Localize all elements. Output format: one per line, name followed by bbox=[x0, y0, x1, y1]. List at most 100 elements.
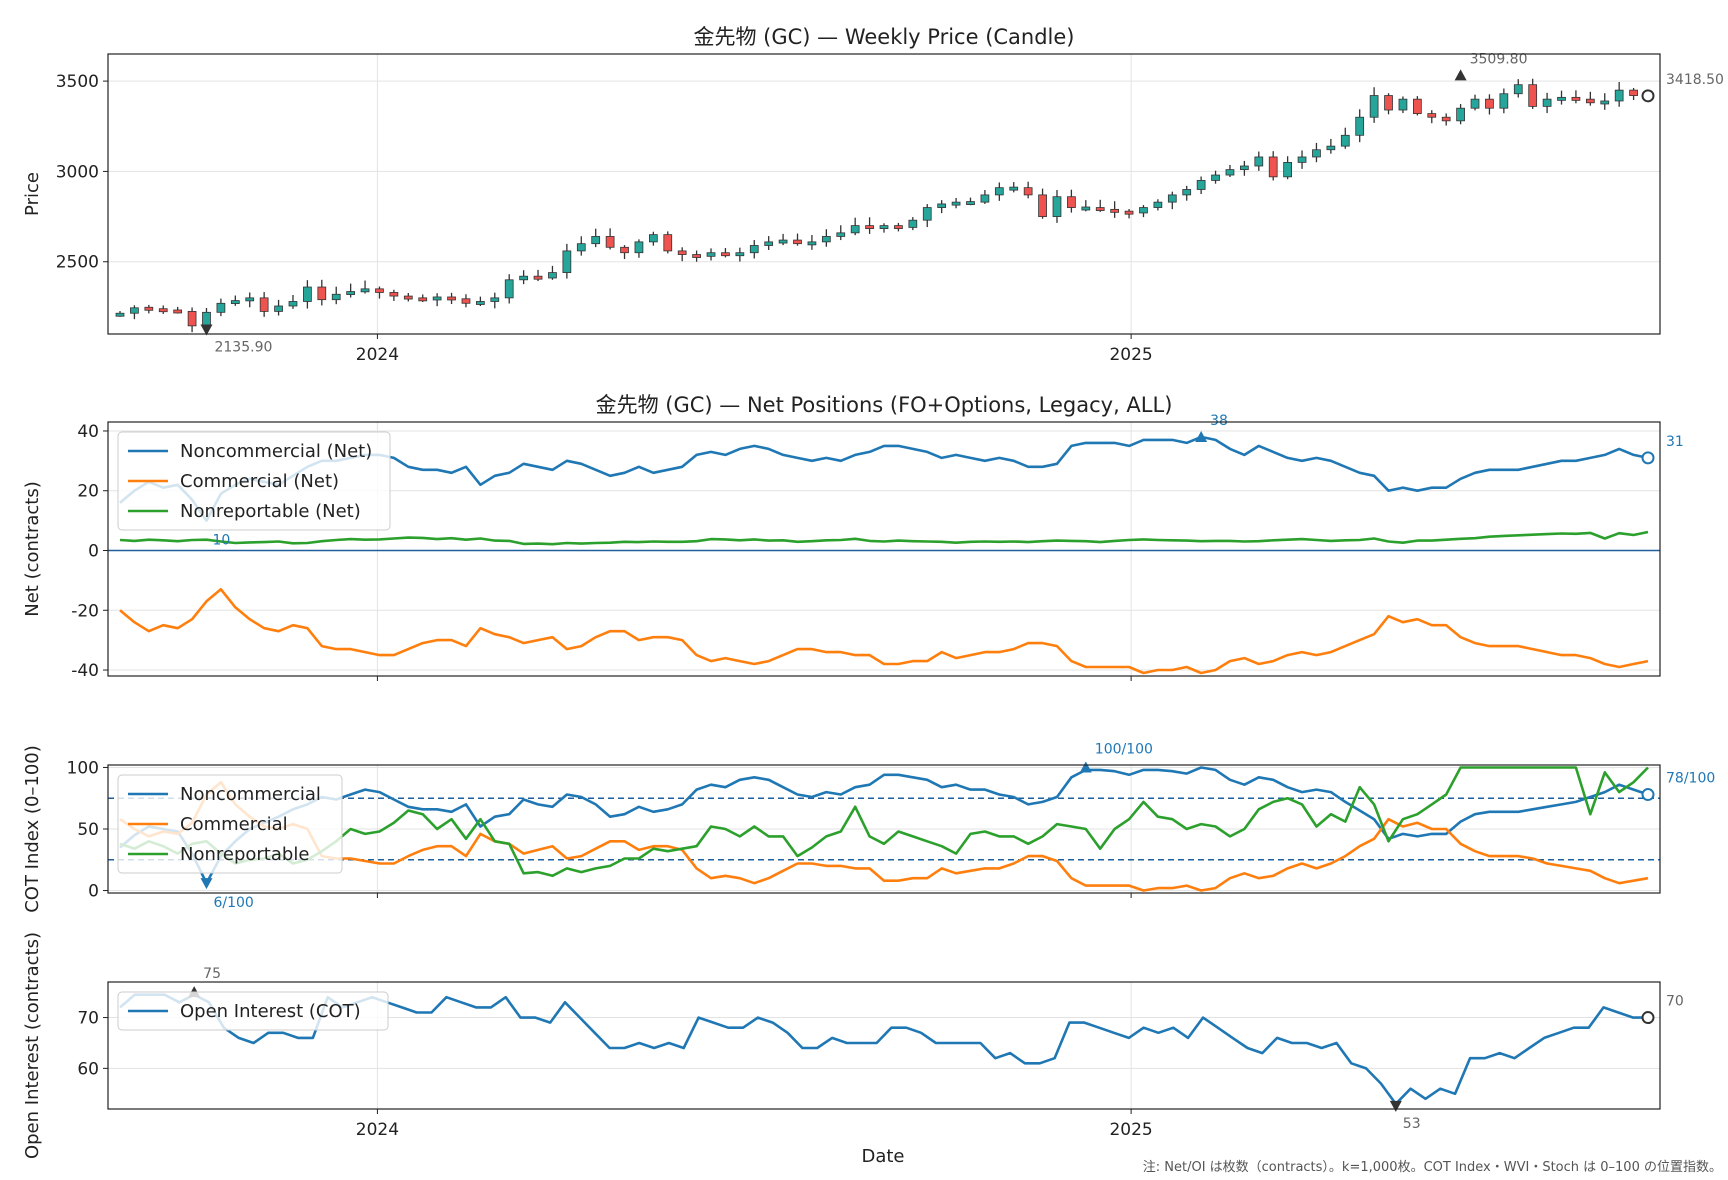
candle bbox=[519, 275, 528, 281]
candle bbox=[403, 295, 413, 300]
candle bbox=[461, 298, 471, 304]
y-tick-label: 60 bbox=[77, 1059, 99, 1079]
candle bbox=[1513, 84, 1523, 95]
candle bbox=[360, 288, 370, 293]
y-tick-label: -20 bbox=[71, 601, 99, 621]
candle bbox=[375, 288, 384, 293]
candle bbox=[533, 275, 543, 280]
candle bbox=[807, 241, 817, 246]
candle bbox=[591, 236, 601, 245]
min-marker bbox=[200, 878, 213, 890]
candle bbox=[850, 225, 860, 234]
candle bbox=[1369, 95, 1379, 118]
candle bbox=[1485, 98, 1494, 109]
candle bbox=[1095, 207, 1105, 211]
candle bbox=[706, 252, 716, 257]
candle bbox=[1196, 180, 1206, 190]
legend-label: Noncommercial (Net) bbox=[180, 441, 372, 462]
legend-label: Nonreportable bbox=[180, 844, 309, 865]
candle bbox=[1167, 194, 1177, 203]
value-annotation: 53 bbox=[1403, 1116, 1421, 1132]
candle bbox=[187, 311, 197, 327]
axes-frame bbox=[107, 53, 1661, 335]
last-marker bbox=[1641, 89, 1655, 103]
candle bbox=[1384, 95, 1393, 111]
y-tick-label: 40 bbox=[77, 422, 99, 442]
candle bbox=[778, 239, 788, 244]
footnote: 注: Net/OI は枚数（contracts）。k=1,000枚。COT In… bbox=[1143, 1160, 1722, 1175]
last-marker bbox=[1641, 1011, 1655, 1025]
candle bbox=[1571, 96, 1581, 101]
candle bbox=[663, 234, 673, 252]
x-axis-label: Date bbox=[861, 1146, 904, 1167]
candle bbox=[1240, 165, 1249, 171]
y-tick-label: 70 bbox=[77, 1009, 99, 1029]
candle bbox=[1211, 174, 1220, 181]
candle bbox=[1254, 156, 1264, 167]
candle bbox=[1585, 98, 1595, 104]
max-marker bbox=[1079, 761, 1092, 773]
candle bbox=[1283, 161, 1292, 178]
candle bbox=[865, 225, 874, 230]
candle bbox=[721, 252, 730, 257]
value-annotation: 75 bbox=[203, 966, 221, 982]
candle bbox=[994, 187, 1004, 196]
last-marker bbox=[1641, 788, 1655, 802]
candle bbox=[346, 291, 356, 295]
candle bbox=[476, 301, 485, 305]
chart-title: 金先物 (GC) — Weekly Price (Candle) bbox=[693, 25, 1074, 49]
candle bbox=[749, 245, 759, 254]
candle bbox=[202, 311, 211, 327]
y-tick-label: 50 bbox=[77, 820, 99, 840]
candle bbox=[634, 241, 644, 254]
max-marker bbox=[1195, 430, 1208, 442]
candle bbox=[230, 300, 240, 304]
candle bbox=[1528, 84, 1538, 107]
y-tick-label: 100 bbox=[67, 758, 99, 778]
price-panel: 2500 3000 3500 2024 2025 Price 金先物 (GC) — Week… bbox=[22, 25, 1724, 365]
candle bbox=[937, 203, 947, 208]
candle bbox=[677, 250, 687, 255]
candle bbox=[1110, 208, 1120, 213]
candle bbox=[908, 219, 918, 228]
candle bbox=[115, 312, 125, 317]
legend-label: Commercial bbox=[180, 814, 288, 835]
legend-label: Open Interest (COT) bbox=[180, 1001, 361, 1022]
open-interest-panel: 60 70 2024 2025 Open Interest (contracts) 75 5… bbox=[22, 932, 1684, 1159]
value-annotation: 31 bbox=[1666, 434, 1684, 450]
candle bbox=[303, 286, 312, 302]
y-tick-label: 2500 bbox=[56, 253, 99, 273]
candle bbox=[317, 286, 327, 301]
candle bbox=[432, 296, 442, 301]
legend-label: Nonreportable (Net) bbox=[180, 501, 361, 522]
legend-label: Noncommercial bbox=[180, 784, 321, 805]
y-axis-label: Open Interest (contracts) bbox=[22, 932, 43, 1159]
candle bbox=[447, 296, 456, 301]
series-line bbox=[119, 780, 1649, 892]
y-axis-label: COT Index (0–100) bbox=[22, 745, 43, 913]
candle bbox=[1412, 98, 1422, 115]
candle bbox=[173, 309, 183, 314]
value-annotation: 3509.80 bbox=[1470, 51, 1528, 67]
candle bbox=[490, 297, 500, 302]
candle bbox=[1456, 107, 1465, 122]
candle bbox=[1427, 113, 1437, 118]
chart-title: 金先物 (GC) — Net Positions (FO+Options, Le… bbox=[596, 393, 1173, 417]
legend bbox=[117, 431, 391, 531]
candle bbox=[1340, 134, 1350, 147]
candle bbox=[1499, 93, 1509, 109]
x-tick-label: 2025 bbox=[1109, 345, 1152, 365]
candle bbox=[1297, 156, 1307, 163]
candle bbox=[548, 272, 557, 279]
candle bbox=[764, 241, 774, 246]
y-tick-label: -40 bbox=[71, 661, 99, 681]
candle bbox=[389, 292, 399, 297]
candle bbox=[130, 307, 139, 314]
candle bbox=[1139, 207, 1148, 214]
candle bbox=[1153, 201, 1163, 208]
x-tick-label: 2025 bbox=[1109, 1120, 1152, 1140]
net-positions-panel: -40 -20 0 20 40 Net (contracts) 金先物 (GC) — Net… bbox=[22, 393, 1684, 681]
candle bbox=[1600, 100, 1610, 105]
y-tick-label: 3000 bbox=[56, 162, 99, 182]
